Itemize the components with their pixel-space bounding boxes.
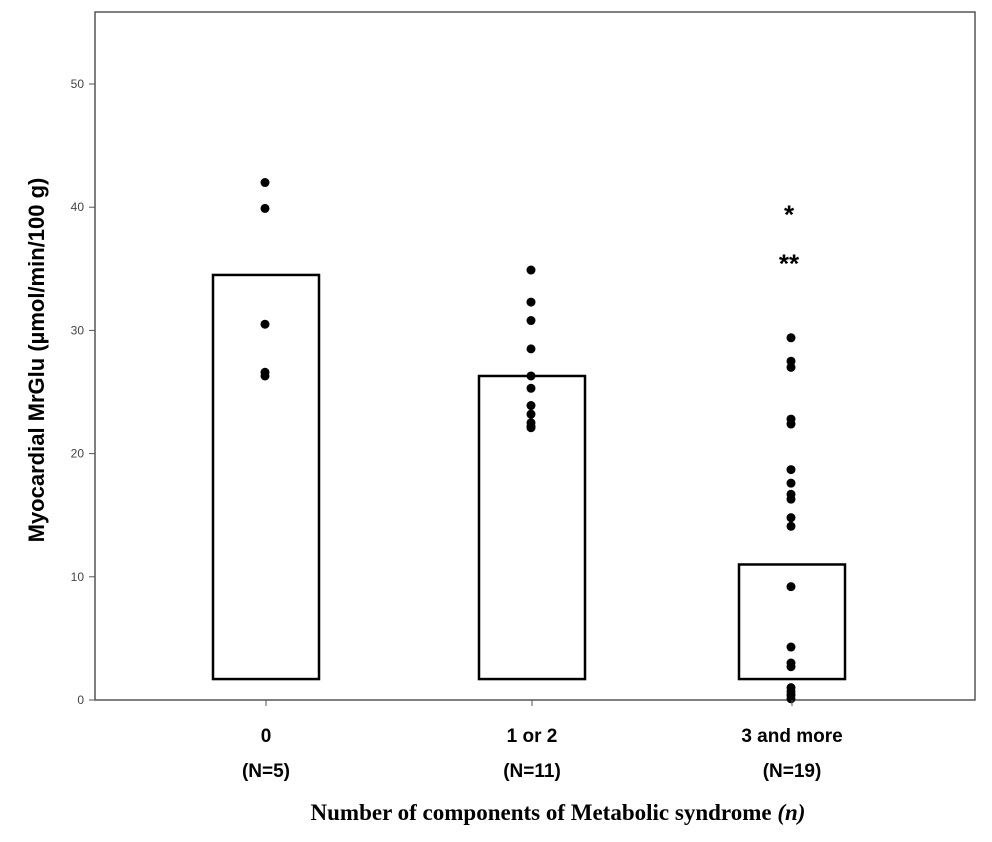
- bar: [211, 273, 321, 681]
- x-count-label: (N=5): [242, 761, 290, 782]
- x-tick-label: 3 and more: [741, 726, 842, 747]
- data-point: [260, 203, 270, 213]
- data-point: [260, 178, 270, 188]
- data-point: [786, 465, 796, 475]
- x-tick-label: 0: [261, 726, 272, 747]
- bars: [211, 273, 847, 681]
- data-point: [786, 478, 796, 488]
- y-tick-label: 20: [71, 447, 85, 461]
- y-tick-label: 30: [71, 323, 85, 337]
- x-count-label: (N=19): [763, 761, 822, 782]
- y-axis: 0 10 20 30 40 50: [71, 77, 95, 707]
- data-point: [786, 582, 796, 592]
- data-point: [526, 344, 536, 354]
- data-point: [786, 513, 796, 523]
- data-point: [526, 265, 536, 275]
- y-axis-label: Myocardial MrGlu (µmol/min/100 g): [24, 178, 49, 543]
- y-tick-label: 40: [71, 200, 85, 214]
- data-point: [526, 371, 536, 381]
- data-point: [786, 694, 796, 704]
- y-tick-label: 10: [71, 570, 85, 584]
- annotations: ***: [779, 199, 800, 278]
- data-point: [786, 642, 796, 652]
- data-point: [786, 494, 796, 504]
- x-axis: 0 (N=5) 1 or 2 (N=11) 3 and more (N=19): [242, 700, 843, 782]
- data-point: [526, 423, 536, 433]
- data-point: [526, 401, 536, 411]
- data-point: [786, 333, 796, 343]
- y-tick-label: 0: [77, 693, 84, 707]
- data-point: [260, 319, 270, 329]
- x-axis-label-n: (n): [777, 800, 805, 825]
- data-point: [526, 409, 536, 419]
- x-tick-label: 1 or 2: [507, 726, 558, 747]
- points: [260, 178, 796, 704]
- data-point: [786, 662, 796, 672]
- x-axis-label: Number of components of Metabolic syndro…: [311, 800, 806, 825]
- data-point: [786, 356, 796, 366]
- data-point: [526, 297, 536, 307]
- significance-marker: **: [779, 249, 800, 279]
- data-point: [786, 419, 796, 429]
- y-tick-label: 50: [71, 77, 85, 91]
- data-point: [526, 316, 536, 326]
- significance-marker: *: [784, 199, 795, 229]
- data-point: [260, 371, 270, 381]
- data-point: [786, 362, 796, 372]
- data-point: [526, 383, 536, 393]
- data-point: [786, 521, 796, 531]
- x-count-label: (N=11): [503, 761, 561, 782]
